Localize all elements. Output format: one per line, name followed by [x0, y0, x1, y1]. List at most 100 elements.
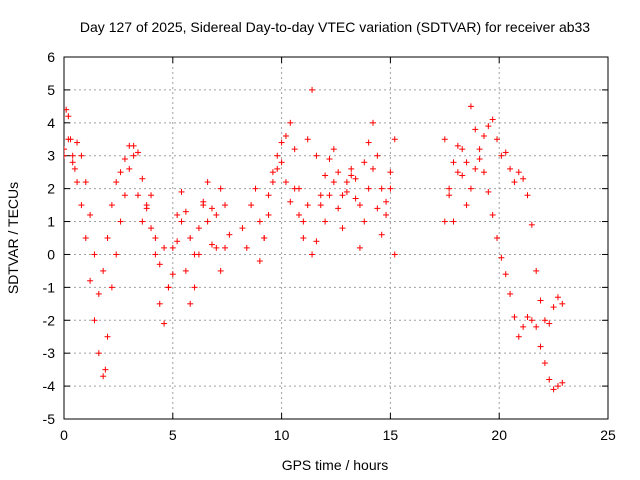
data-point: [174, 211, 181, 218]
data-point: [174, 238, 181, 245]
data-point: [121, 192, 128, 199]
data-point: [476, 156, 483, 163]
data-point: [326, 192, 333, 199]
data-point: [256, 218, 263, 225]
data-point: [65, 113, 72, 120]
data-point: [182, 208, 189, 215]
data-point: [291, 146, 298, 153]
data-point: [454, 142, 461, 149]
data-point: [169, 271, 176, 278]
data-point: [269, 169, 276, 176]
data-point: [480, 132, 487, 139]
data-point: [387, 185, 394, 192]
data-point: [274, 165, 281, 172]
data-point: [78, 152, 85, 159]
data-points: [64, 86, 566, 393]
data-point: [459, 172, 466, 179]
data-point: [348, 172, 355, 179]
data-point: [82, 179, 89, 186]
data-point: [339, 225, 346, 232]
data-point: [139, 175, 146, 182]
data-point: [65, 136, 72, 143]
data-point: [204, 218, 211, 225]
data-point: [335, 169, 342, 176]
data-point: [559, 300, 566, 307]
y-tick-label: 6: [47, 49, 55, 65]
data-point: [148, 225, 155, 232]
data-point: [256, 258, 263, 265]
data-point: [463, 159, 470, 166]
data-point: [222, 244, 229, 251]
data-point: [91, 317, 98, 324]
data-point: [213, 244, 220, 251]
x-tick-label: 20: [491, 427, 507, 443]
plot-border: [63, 56, 609, 420]
y-tick-label: -1: [43, 279, 56, 295]
data-point: [374, 152, 381, 159]
data-point: [265, 211, 272, 218]
x-axis-label: GPS time / hours: [282, 457, 389, 473]
data-point: [95, 290, 102, 297]
data-point: [265, 192, 272, 199]
data-point: [528, 317, 535, 324]
data-point: [134, 192, 141, 199]
data-point: [356, 244, 363, 251]
data-point: [69, 152, 76, 159]
data-point: [287, 198, 294, 205]
data-point: [335, 205, 342, 212]
data-point: [489, 211, 496, 218]
data-point: [113, 179, 120, 186]
data-point: [441, 136, 448, 143]
y-tick-label: -5: [43, 411, 56, 427]
data-point: [369, 119, 376, 126]
data-point: [64, 152, 67, 159]
data-point: [480, 169, 487, 176]
data-point: [104, 333, 111, 340]
data-point: [533, 267, 540, 274]
axis-tick-labels: 0 5 10 15 20 25 -5 -4 -3 -2 -1 0 1 2 3 4 5 6: [43, 49, 616, 443]
data-point: [213, 211, 220, 218]
data-point: [533, 323, 540, 330]
data-point: [498, 254, 505, 261]
x-tick-label: 10: [274, 427, 290, 443]
data-point: [287, 119, 294, 126]
data-point: [507, 290, 514, 297]
data-point: [467, 103, 474, 110]
data-point: [91, 251, 98, 258]
data-point: [108, 284, 115, 291]
data-point: [313, 238, 320, 245]
data-point: [541, 360, 548, 367]
data-point: [326, 156, 333, 163]
x-tick-label: 25: [600, 427, 616, 443]
y-tick-label: -3: [43, 345, 56, 361]
data-point: [309, 86, 316, 93]
data-point: [511, 179, 518, 186]
data-point: [178, 218, 185, 225]
data-point: [494, 136, 501, 143]
data-point: [169, 244, 176, 251]
data-point: [64, 106, 70, 113]
data-point: [161, 320, 168, 327]
data-point: [391, 136, 398, 143]
data-point: [515, 169, 522, 176]
data-point: [195, 225, 202, 232]
y-tick-label: 3: [47, 148, 55, 164]
data-point: [356, 202, 363, 209]
data-point: [187, 235, 194, 241]
data-point: [378, 185, 385, 192]
data-point: [191, 284, 198, 291]
y-tick-label: 2: [47, 181, 55, 197]
data-point: [148, 192, 155, 199]
data-point: [554, 383, 561, 390]
data-point: [502, 271, 509, 278]
data-point: [348, 165, 355, 172]
grid-lines: [64, 57, 608, 419]
data-point: [104, 235, 111, 241]
y-tick-label: 0: [47, 246, 55, 262]
data-point: [511, 313, 518, 320]
data-point: [489, 116, 496, 123]
data-point: [152, 235, 159, 241]
data-point: [391, 251, 398, 258]
data-point: [100, 373, 107, 380]
